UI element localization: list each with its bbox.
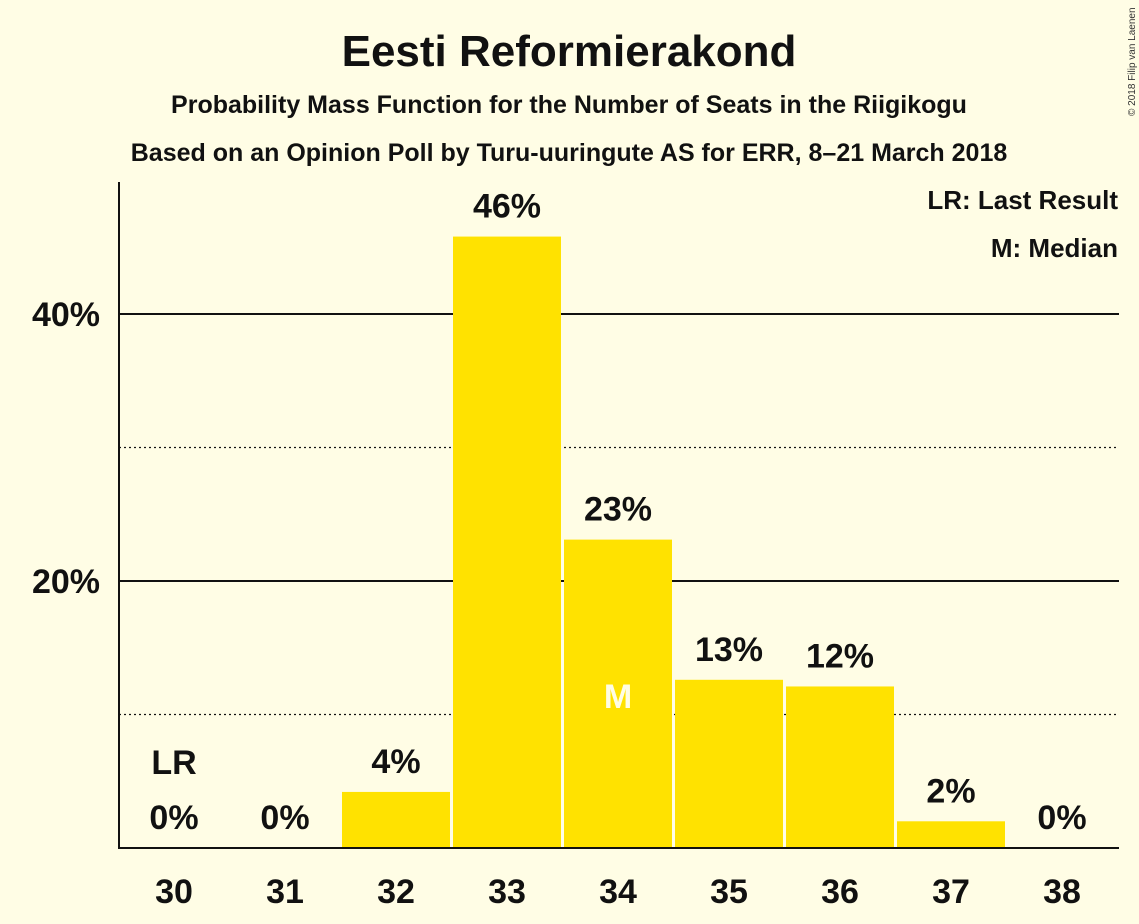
bars bbox=[342, 236, 1005, 848]
bar-35 bbox=[675, 679, 783, 848]
value-labels: 0% LR 0% 4% 46% 23% M 13% 12% 2% 0% bbox=[149, 188, 1086, 837]
chart-subtitle: Probability Mass Function for the Number… bbox=[171, 91, 967, 119]
value-label-37: 2% bbox=[926, 772, 975, 810]
x-axis-ticks: 30 31 32 33 34 35 36 37 38 bbox=[155, 873, 1081, 911]
bar-36 bbox=[786, 686, 894, 848]
x-tick-label-38: 38 bbox=[1043, 873, 1081, 911]
y-tick-label: 20% bbox=[32, 563, 100, 601]
bar-32 bbox=[342, 791, 450, 848]
value-label-38: 0% bbox=[1037, 799, 1086, 837]
value-label-36: 12% bbox=[806, 637, 874, 675]
last-result-marker: LR bbox=[151, 744, 196, 782]
copyright-notice: © 2018 Filip van Laenen bbox=[1127, 7, 1138, 116]
x-tick-label-36: 36 bbox=[821, 873, 859, 911]
value-label-34: 23% bbox=[584, 491, 652, 529]
value-label-32: 4% bbox=[371, 743, 420, 781]
legend-last-result: LR: Last Result bbox=[927, 185, 1118, 215]
value-label-31: 0% bbox=[260, 799, 309, 837]
value-label-30: 0% bbox=[149, 799, 198, 837]
x-tick-label-30: 30 bbox=[155, 873, 193, 911]
bar-33 bbox=[453, 236, 561, 848]
bar-37 bbox=[897, 821, 1005, 848]
x-tick-label-32: 32 bbox=[377, 873, 415, 911]
chart-title: Eesti Reformierakond bbox=[342, 27, 797, 76]
value-label-33: 46% bbox=[473, 188, 541, 226]
bar-34 bbox=[564, 539, 672, 848]
chart-source-subtitle: Based on an Opinion Poll by Turu-uuringu… bbox=[131, 139, 1008, 167]
median-marker: M bbox=[604, 678, 632, 716]
y-tick-label: 40% bbox=[32, 296, 100, 334]
x-tick-label-34: 34 bbox=[599, 873, 637, 911]
x-tick-label-31: 31 bbox=[266, 873, 304, 911]
x-tick-label-35: 35 bbox=[710, 873, 748, 911]
legend-median: M: Median bbox=[991, 233, 1118, 263]
value-label-35: 13% bbox=[695, 631, 763, 669]
x-tick-label-37: 37 bbox=[932, 873, 970, 911]
x-tick-label-33: 33 bbox=[488, 873, 526, 911]
y-axis-ticks: 20% 40% bbox=[32, 296, 100, 601]
